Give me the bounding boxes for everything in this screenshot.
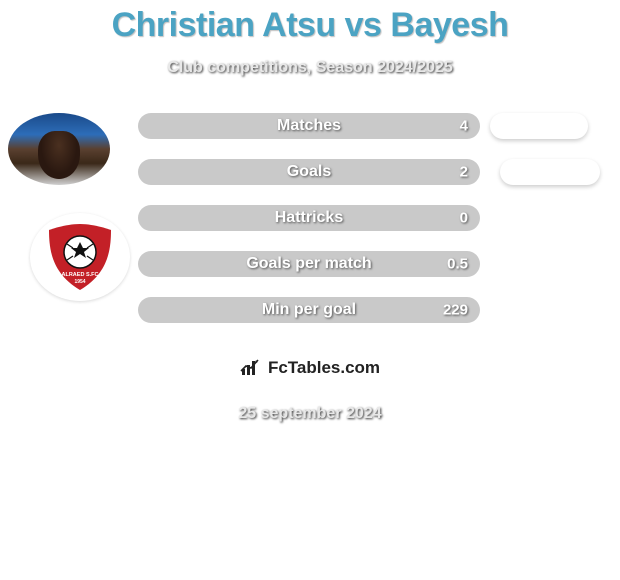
club-logo-container: ALRAED S.FC 1954 [30, 213, 130, 301]
stat-bar: Hattricks 0 [138, 205, 480, 231]
badge-text-top: ALRAED S.FC [62, 272, 99, 278]
stat-row: Hattricks 0 [138, 205, 480, 231]
stat-label: Goals per match [246, 255, 371, 273]
badge-text-year: 1954 [74, 279, 85, 285]
stat-value: 0.5 [447, 256, 468, 273]
stat-value: 229 [443, 302, 468, 319]
stat-label: Matches [277, 117, 341, 135]
brand-text: FcTables.com [268, 358, 380, 378]
page-subtitle: Club competitions, Season 2024/2025 [0, 59, 620, 77]
stat-label: Goals [287, 163, 331, 181]
brand-badge: FcTables.com [202, 349, 418, 387]
page-title: Christian Atsu vs Bayesh [0, 6, 620, 45]
stat-value: 0 [460, 210, 468, 227]
club-logo: ALRAED S.FC 1954 [45, 222, 115, 292]
stat-value: 2 [460, 164, 468, 181]
stats-rows: Matches 4 Goals 2 Hattricks 0 Goals per … [138, 113, 480, 323]
chart-icon [240, 359, 262, 377]
stat-bar: Goals 2 [138, 159, 480, 185]
header: Christian Atsu vs Bayesh Club competitio… [0, 0, 620, 77]
stat-bar: Min per goal 229 [138, 297, 480, 323]
stat-bar: Matches 4 [138, 113, 480, 139]
stat-row: Matches 4 [138, 113, 480, 139]
comparison-pill [490, 113, 588, 139]
content-area: ALRAED S.FC 1954 Matches 4 Goals 2 Hattr… [0, 113, 620, 423]
stat-label: Min per goal [262, 301, 356, 319]
stat-bar: Goals per match 0.5 [138, 251, 480, 277]
avatars-column: ALRAED S.FC 1954 [10, 113, 120, 301]
comparison-pill [500, 159, 600, 185]
stat-row: Min per goal 229 [138, 297, 480, 323]
stat-row: Goals per match 0.5 [138, 251, 480, 277]
player-photo [8, 113, 110, 185]
stat-row: Goals 2 [138, 159, 480, 185]
stat-value: 4 [460, 118, 468, 135]
footer-date: 25 september 2024 [0, 405, 620, 423]
stat-label: Hattricks [275, 209, 343, 227]
